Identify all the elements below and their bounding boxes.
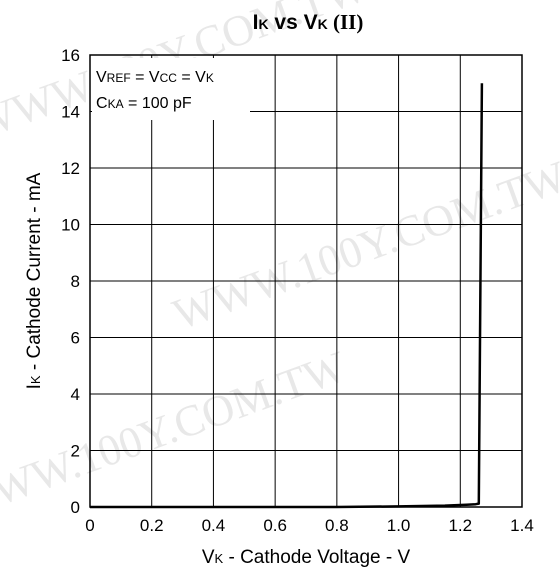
x-tick-label: 0: [85, 516, 94, 535]
y-tick-label: 14: [61, 103, 80, 122]
y-tick-label: 6: [71, 329, 80, 348]
y-tick-label: 2: [71, 442, 80, 461]
x-tick-label: 1.0: [387, 516, 411, 535]
y-tick-label: 12: [61, 159, 80, 178]
series-group: [90, 83, 484, 509]
x-tick-label: 1.4: [510, 516, 534, 535]
x-tick-label: 1.2: [448, 516, 472, 535]
x-tick-label: 0.2: [140, 516, 164, 535]
y-tick-labels: 0 2 4 6 8 10 12 14 16: [61, 46, 80, 517]
annotation-line-1: VREF = VCC = VK: [96, 69, 214, 86]
y-tick-label: 10: [61, 216, 80, 235]
y-axis-label: IK - Cathode Current - mA: [24, 172, 45, 389]
x-tick-label: 0.8: [325, 516, 349, 535]
x-axis-label: VK - Cathode Voltage - V: [202, 547, 411, 568]
annotation-box: [92, 58, 250, 120]
watermark-text-2: WWW.100Y.COM.TW: [167, 151, 560, 339]
x-tick-labels: 0 0.2 0.4 0.6 0.8 1.0 1.2 1.4: [85, 516, 534, 535]
x-tick-label: 0.6: [263, 516, 287, 535]
series-line-0: [90, 83, 484, 509]
watermark-text-3: WWW.100Y.COM.TW: [0, 341, 353, 529]
watermark: WWW.100Y.COM.TW WWW.100Y.COM.TW WWW.100Y…: [0, 0, 560, 529]
y-tick-label: 8: [71, 272, 80, 291]
grid: [90, 55, 522, 507]
y-tick-label: 4: [71, 385, 80, 404]
chart-title: IK vs VK (II): [253, 10, 364, 34]
y-tick-label: 0: [71, 498, 80, 517]
x-tick-label: 0.4: [202, 516, 226, 535]
annotation-line-2: CKA = 100 pF: [96, 95, 192, 112]
y-tick-label: 16: [61, 46, 80, 65]
